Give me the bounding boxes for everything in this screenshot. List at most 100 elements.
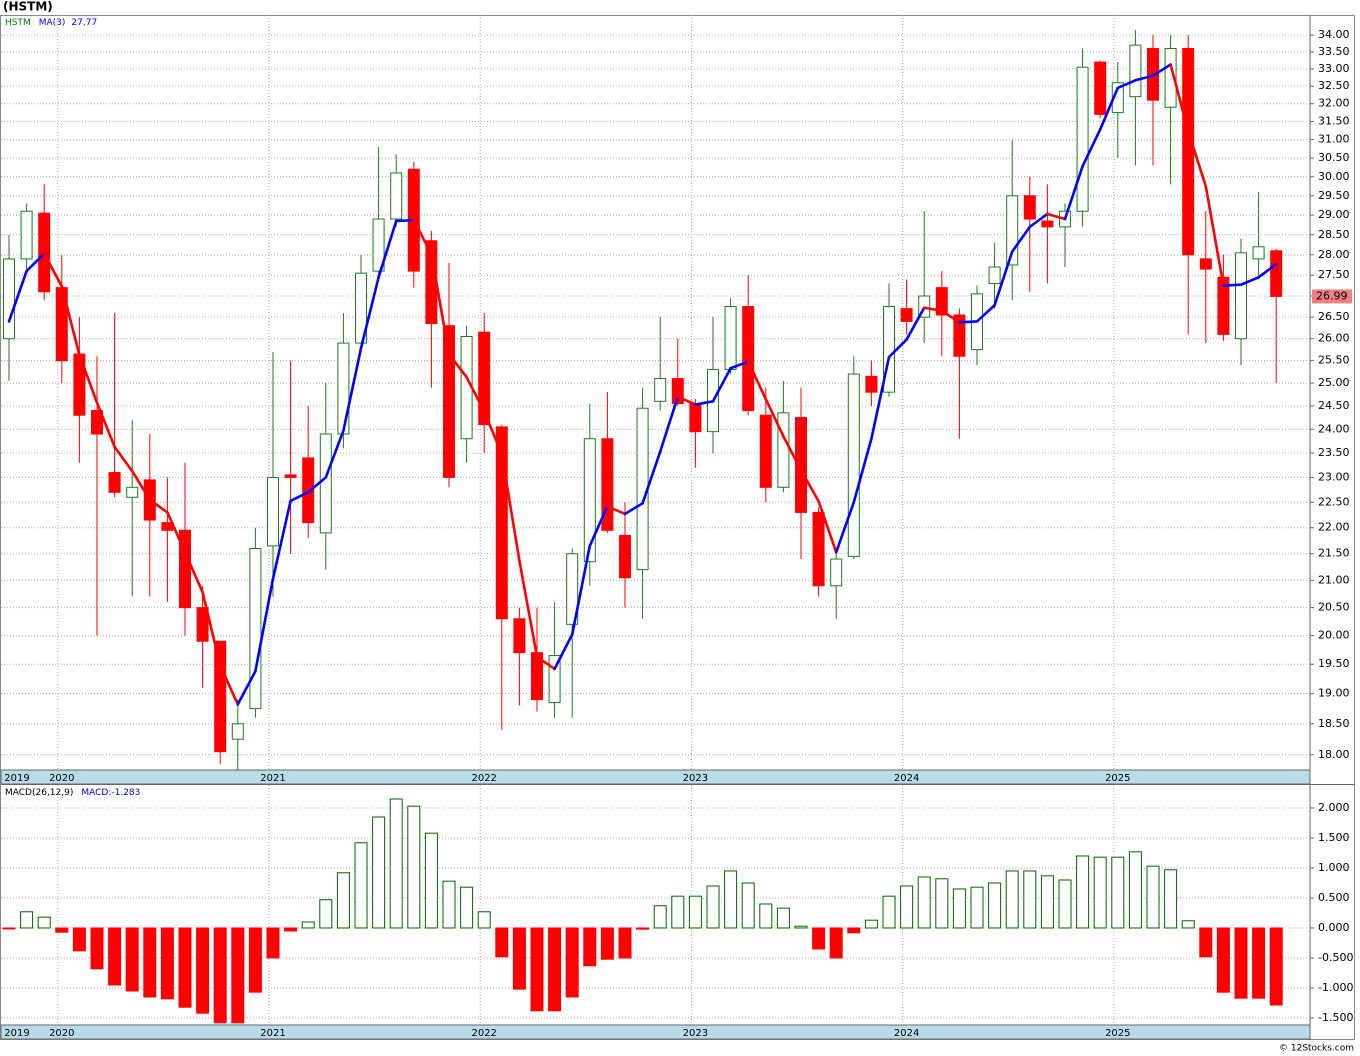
candle-body <box>1006 195 1019 266</box>
macd-bar <box>600 927 614 960</box>
ma-line-segment <box>1098 86 1120 131</box>
candle-body <box>566 553 579 625</box>
ma-line-segment <box>113 445 134 473</box>
candle-body <box>1129 44 1142 98</box>
candle-body <box>777 412 790 488</box>
candle-body <box>1041 220 1054 228</box>
candle-body <box>1235 252 1247 340</box>
macd-bar <box>1111 856 1125 929</box>
macd-bar <box>917 876 931 929</box>
ma-line-segment <box>553 633 574 671</box>
candle-body <box>759 414 772 488</box>
y-tick-label: 28.50 <box>1318 228 1350 241</box>
macd-bar <box>565 927 579 998</box>
y-tick-label: 1.000 <box>1318 861 1350 874</box>
y-tick-label: 25.00 <box>1318 376 1350 389</box>
ma-line-segment <box>148 498 169 514</box>
macd-bar <box>407 805 421 929</box>
ma-line-segment <box>412 218 433 256</box>
ma-line-segment <box>958 320 979 324</box>
candle-body <box>91 410 103 435</box>
macd-bar <box>583 927 597 967</box>
ma-line-segment <box>940 309 961 324</box>
ma-line-segment <box>729 360 750 370</box>
ma-line-segment <box>1116 78 1137 90</box>
ma-line-segment <box>342 347 363 432</box>
legend: HSTM MA(3) 27.77 <box>5 18 97 28</box>
ma-line-segment <box>518 559 539 659</box>
candle-body <box>179 529 191 609</box>
ma-line-segment <box>1046 212 1067 221</box>
macd-bar <box>372 816 386 929</box>
macd-bar <box>548 927 562 1012</box>
candle-body <box>231 723 244 740</box>
macd-value-name: MACD: <box>81 788 111 798</box>
ma-line-segment <box>7 269 28 323</box>
ma-line-segment <box>394 218 416 223</box>
macd-bar <box>143 927 157 998</box>
ma-line-segment <box>623 502 644 516</box>
ma-line-segment <box>746 360 768 401</box>
ma-line-segment <box>905 306 926 341</box>
candle-body <box>337 342 350 435</box>
ma-line-segment <box>834 501 856 554</box>
ma-line-segment <box>254 577 275 673</box>
macd-bar <box>389 798 403 929</box>
ma-line-segment <box>447 352 468 379</box>
macd-bar <box>37 916 51 929</box>
x-tick-label: 2019 <box>4 1028 29 1039</box>
y-tick-label: -1.500 <box>1318 1011 1353 1024</box>
candle-body <box>513 618 526 654</box>
macd-bar <box>900 885 914 929</box>
ma-line-segment <box>236 669 257 706</box>
macd-bar <box>688 895 702 929</box>
y-tick-label: 1.500 <box>1318 831 1350 844</box>
candle-body <box>20 210 33 260</box>
macd-bar <box>741 882 755 929</box>
y-tick-label: 0.500 <box>1318 891 1350 904</box>
ma-line-segment <box>1063 164 1084 221</box>
x-tick-label: 2019 <box>4 773 29 784</box>
macd-bar <box>1023 870 1037 929</box>
macd-bar <box>1040 875 1054 929</box>
macd-bar <box>618 927 632 959</box>
ma-line-segment <box>359 275 380 350</box>
ma-line-segment <box>606 505 627 516</box>
ma-line-segment <box>430 252 451 356</box>
ma-line-segment <box>975 303 996 323</box>
ma-line-segment <box>1186 129 1208 188</box>
ma-line-segment <box>500 452 521 562</box>
ma-line-segment <box>817 499 838 554</box>
macd-bar <box>512 927 526 990</box>
candle-body <box>443 325 455 478</box>
candle-body <box>865 375 878 393</box>
ma-line-segment <box>42 252 64 288</box>
macd-bar <box>776 907 790 929</box>
y-tick-label: 29.50 <box>1318 189 1350 202</box>
ma-line-segment <box>922 306 944 313</box>
ma-line-segment <box>324 429 345 479</box>
candle-body <box>988 266 1001 284</box>
ma-line-segment <box>641 450 662 505</box>
macd-title: MACD(26,12,9) <box>5 788 73 798</box>
y-tick-label: 18.50 <box>1318 717 1350 730</box>
y-tick-label: 20.00 <box>1318 629 1350 642</box>
ma-line-segment <box>1169 63 1190 133</box>
y-tick-label: 34.00 <box>1318 28 1350 41</box>
ma-line-segment <box>676 395 697 406</box>
y-tick-label: 28.00 <box>1318 248 1350 261</box>
candle-body <box>654 378 667 402</box>
legend-ma-name: MA(3) <box>39 18 66 28</box>
macd-bar <box>636 927 650 930</box>
y-tick-label: 30.00 <box>1318 170 1350 183</box>
x-tick-label: 2024 <box>894 1028 919 1039</box>
macd-bar <box>442 880 456 929</box>
candle-body <box>724 306 737 371</box>
x-tick-label: 2025 <box>1105 773 1130 784</box>
macd-bar <box>1216 927 1230 993</box>
candle-body <box>267 476 279 547</box>
macd-bar <box>20 911 34 929</box>
ma-line-segment <box>130 469 152 502</box>
y-tick-label: 24.50 <box>1318 399 1350 412</box>
y-tick-label: 33.00 <box>1318 62 1350 75</box>
